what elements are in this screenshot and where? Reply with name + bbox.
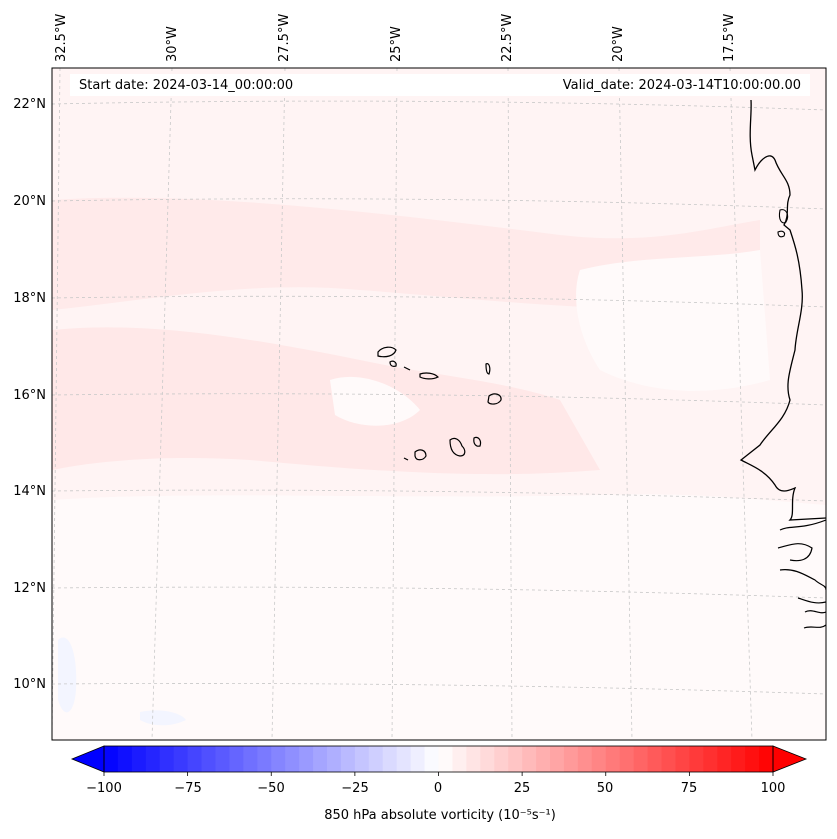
colorbar-cell [633,746,649,772]
colorbar-cell [313,746,328,772]
colorbar-min-arrow [70,745,105,773]
start-date-label: Start date: 2024-03-14_00:00:00 [79,78,294,93]
colorbar-cell [327,746,342,772]
colorbar-cell [159,746,175,772]
colorbar-cell [577,746,593,772]
lat-label: 14°N [13,484,46,499]
colorbar-ticks [103,772,774,776]
colorbar-cell [396,746,412,772]
colorbar-tick-label: −75 [174,781,202,796]
lat-label: 10°N [13,677,46,692]
colorbar-title: 850 hPa absolute vorticity (10⁻⁵s⁻¹) [324,808,556,823]
colorbar-cell [104,746,119,772]
cape-verde-islands [377,346,502,461]
colorbar-tick-label: 50 [596,781,614,796]
colorbar-tick-label: −25 [341,781,369,796]
white-patch-upper [576,250,770,391]
colorbar-cell [591,746,607,772]
map-frame [51,67,827,741]
colorbar-cell [619,746,635,772]
colorbar-tick-label: 75 [680,781,698,796]
colorbar-tick-label: −100 [86,781,122,796]
colorbar-cell [145,746,161,772]
colorbar-cell [368,746,384,772]
colorbar-cell [340,746,356,772]
colorbar-cell [717,746,732,772]
colorbar-cell [131,746,147,772]
colorbar-cell [215,746,230,772]
vorticity-band-central [52,327,600,475]
header-box [70,74,810,96]
colorbar-cell [229,746,244,772]
colorbar-tick-label: −50 [257,781,285,796]
colorbar-cell [117,746,133,772]
valid-date-label: Valid_date: 2024-03-14T10:00:00.00 [562,78,801,93]
colorbar-cells [104,746,774,772]
colorbar-cell [410,746,426,772]
colorbar-cell [703,746,718,772]
colorbar-cell [759,746,774,772]
colorbar-max-arrow [772,745,808,773]
colorbar-cell [661,746,676,772]
colorbar-cell [480,746,495,772]
white-patch-mid [330,376,420,426]
colorbar-cell [647,746,662,772]
colorbar-cell [243,746,258,772]
colorbar-cell [285,746,300,772]
colorbar-cell [675,746,690,772]
blue-patch [58,637,77,713]
colorbar-cell [508,746,523,772]
coast-segment-2 [777,519,826,629]
graticule [52,68,826,740]
colorbar-cell [173,746,189,772]
colorbar-cell [201,746,216,772]
colorbar-tick-label: 100 [760,781,786,796]
colorbar-tick-label: 0 [433,781,443,796]
colorbar-cell [745,746,760,772]
colorbar-cell [438,746,453,772]
colorbar-cell [466,746,481,772]
white-patch-lower [52,494,826,740]
lat-label: 22°N [13,97,46,112]
lat-label: 12°N [13,581,46,596]
colorbar-cell [550,746,565,772]
colorbar-cell [299,746,314,772]
lat-label: 20°N [13,194,46,209]
colorbar-cell [563,746,579,772]
lat-label: 18°N [13,291,46,306]
colorbar-cell [257,746,272,772]
colorbar-cell [354,746,370,772]
colorbar-cell [382,746,398,772]
colorbar-cell [689,746,704,772]
colorbar-cell [731,746,746,772]
colorbar-cell [605,746,621,772]
colorbar-cell [494,746,509,772]
colorbar-cell [536,746,551,772]
lat-label: 16°N [13,388,46,403]
africa-coastline [739,99,826,521]
blue-patch-2 [140,710,186,726]
colorbar-cell [187,746,203,772]
colorbar-cell [424,746,439,772]
colorbar-cell [271,746,286,772]
colorbar-tick-label: 25 [513,781,531,796]
coast-inlet [777,209,789,238]
colorbar-cell [452,746,467,772]
colorbar-cell [522,746,537,772]
